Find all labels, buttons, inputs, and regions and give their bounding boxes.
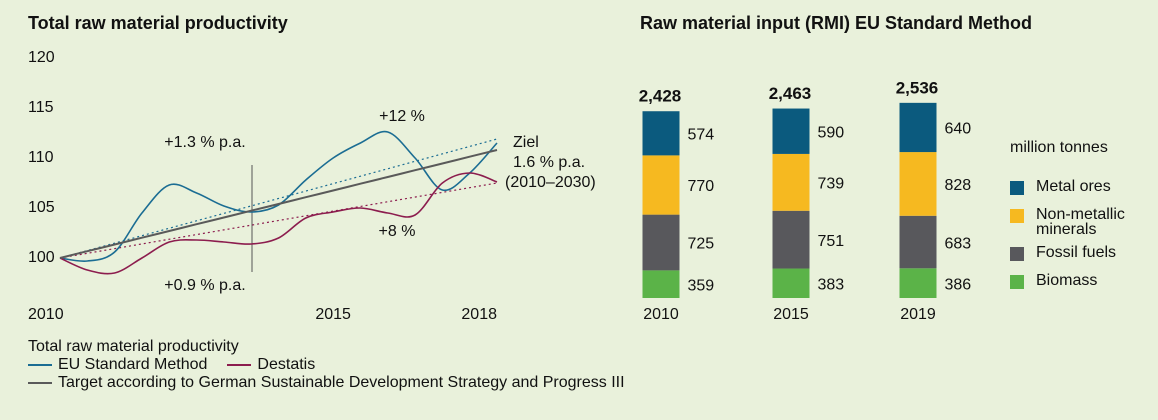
legend-swatch: [28, 382, 52, 384]
value-label: 725: [688, 236, 715, 253]
annotation: 1.6 % p.a.: [513, 154, 585, 171]
legend-item: Destatis: [227, 356, 315, 373]
legend-swatch: [1010, 181, 1024, 195]
y-tick-label: 110: [28, 149, 54, 166]
legend-item: Metal ores: [1010, 179, 1140, 195]
legend-swatch: [28, 363, 52, 366]
legend-label: Fossil fuels: [1036, 244, 1117, 261]
legend-item: Target according to German Sustainable D…: [28, 374, 625, 392]
value-label: 386: [945, 276, 972, 293]
bar-segment: [899, 102, 937, 153]
legend-label: Biomass: [1036, 272, 1098, 289]
annotation: Ziel: [513, 134, 539, 151]
x-tick-label: 2018: [461, 306, 497, 323]
line-series: [59, 149, 498, 259]
annotation: +1.3 % p.a.: [164, 134, 245, 151]
value-label: 359: [688, 277, 715, 294]
legend-row: EU Standard Method Destatis: [28, 356, 668, 374]
annotation: +0.9 % p.a.: [164, 277, 245, 294]
legend-label: Metal ores: [1036, 178, 1111, 195]
annotation: (2010–2030): [505, 174, 596, 191]
legend-row: Target according to German Sustainable D…: [28, 374, 668, 392]
value-label: 590: [818, 124, 845, 141]
y-tick-label: 100: [28, 249, 55, 266]
total-label: 2,428: [639, 87, 682, 106]
value-label: 574: [688, 127, 715, 144]
annotation: +8 %: [379, 223, 416, 240]
legend-item: Fossil fuels: [1010, 245, 1140, 261]
y-tick-label: 115: [28, 99, 54, 116]
legend-label: Target according to German Sustainable D…: [58, 374, 625, 391]
value-label: 828: [945, 177, 972, 194]
legend: million tonnes Metal ores Non-metallic min…: [1010, 139, 1140, 301]
legend: Total raw material productivity EU Standa…: [28, 338, 668, 392]
legend-swatch: [1010, 209, 1024, 223]
bar-segment: [899, 152, 937, 216]
line-series: [59, 172, 498, 275]
trend-line: [59, 182, 498, 259]
x-tick-label: 2010: [643, 306, 679, 323]
bar-segment: [772, 210, 810, 269]
legend-label: Non-metallic minerals: [1036, 206, 1125, 238]
legend-title: million tonnes: [1010, 139, 1108, 156]
legend-item: EU Standard Method: [28, 356, 207, 373]
value-label: 640: [945, 121, 972, 138]
x-tick-label: 2015: [315, 306, 351, 323]
legend-label: EU Standard Method: [58, 356, 208, 373]
value-label: 739: [818, 176, 845, 193]
chart-title: Raw material input (RMI) EU Standard Met…: [640, 13, 1032, 33]
y-tick-label: 120: [28, 49, 55, 66]
x-tick-label: 2015: [773, 306, 809, 323]
value-label: 751: [818, 233, 845, 250]
y-tick-label: 105: [28, 199, 55, 216]
x-tick-label: 2010: [28, 306, 64, 323]
bar-segment: [772, 108, 810, 154]
legend-swatch: [227, 363, 252, 366]
bar-segment: [642, 270, 680, 298]
value-label: 683: [945, 235, 972, 252]
legend-item: Non-metallic minerals: [1010, 206, 1140, 238]
total-label: 2,536: [896, 78, 939, 97]
bar-segment: [772, 153, 810, 211]
bar-segment: [642, 111, 680, 156]
bar-segment: [642, 155, 680, 215]
bar-segment: [899, 268, 937, 298]
bar-segment: [642, 214, 680, 271]
chart-title: Total raw material productivity: [28, 13, 288, 33]
x-tick-label: 2019: [900, 306, 936, 323]
bar-segment: [899, 215, 937, 269]
legend-swatch: [1010, 275, 1024, 289]
trend-line: [59, 138, 498, 259]
total-label: 2,463: [769, 84, 812, 103]
legend-item: Biomass: [1010, 273, 1140, 289]
value-label: 383: [818, 276, 845, 293]
value-label: 770: [688, 178, 715, 195]
legend-title: Total raw material productivity: [28, 338, 239, 355]
legend-label: Destatis: [257, 356, 316, 373]
legend-swatch: [1010, 247, 1024, 261]
bar-segment: [772, 268, 810, 298]
annotation: +12 %: [379, 108, 425, 125]
